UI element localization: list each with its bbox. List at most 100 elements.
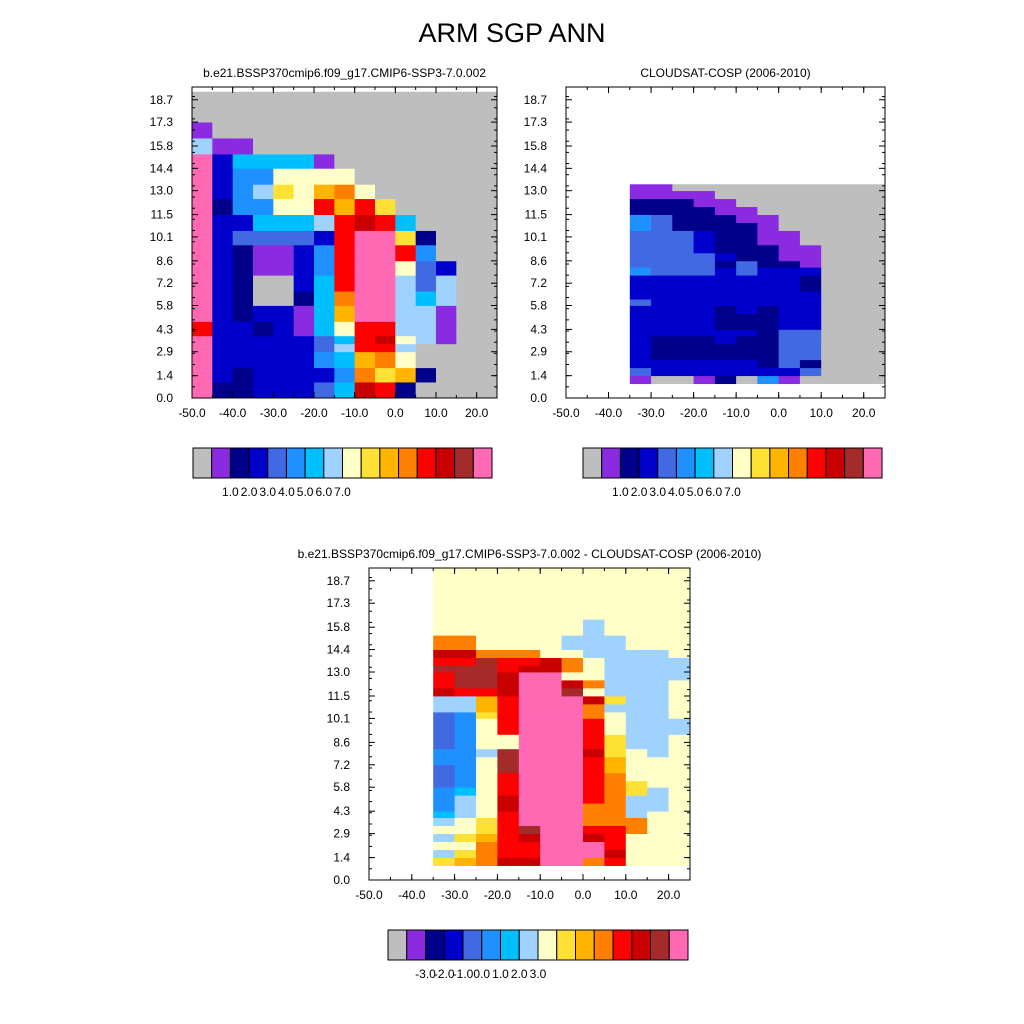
heatmap-cell bbox=[561, 833, 584, 842]
heatmap-cell bbox=[821, 236, 843, 246]
heatmap-cell bbox=[863, 214, 886, 223]
heatmap-cell bbox=[314, 107, 335, 123]
heatmap-cell bbox=[476, 260, 498, 276]
heatmap-cell bbox=[293, 198, 315, 215]
heatmap-cell bbox=[583, 825, 605, 834]
heatmap-cell bbox=[433, 849, 455, 858]
heatmap-cell bbox=[518, 680, 541, 689]
heatmap-cell bbox=[253, 184, 274, 200]
heatmap-cell bbox=[647, 803, 669, 812]
heatmap-cell bbox=[476, 138, 498, 155]
heatmap-cell bbox=[375, 244, 396, 262]
heatmap-cell bbox=[314, 153, 335, 169]
heatmap-cell bbox=[433, 696, 455, 705]
heatmap-cell bbox=[436, 305, 457, 322]
heatmap-cell bbox=[456, 184, 478, 200]
heatmap-cell bbox=[476, 275, 498, 292]
heatmap-cell bbox=[651, 244, 673, 254]
heatmap-cell bbox=[672, 305, 694, 314]
heatmap-cell bbox=[736, 236, 758, 246]
colorbar-box bbox=[668, 929, 689, 961]
heatmap-cell bbox=[212, 184, 234, 200]
heatmap-cell bbox=[778, 283, 801, 292]
heatmap-cell bbox=[518, 649, 541, 658]
heatmap-cell bbox=[395, 91, 417, 109]
heatmap-cell bbox=[192, 382, 213, 399]
heatmap-cell bbox=[497, 672, 520, 681]
heatmap-cell bbox=[821, 313, 843, 322]
heatmap-cell bbox=[647, 588, 669, 604]
heatmap-cell bbox=[433, 772, 455, 782]
heatmap-cell bbox=[821, 291, 843, 300]
heatmap-cell bbox=[714, 190, 737, 200]
heatmap-cell bbox=[433, 833, 455, 842]
heatmap-cell bbox=[476, 857, 498, 866]
heatmap-cell bbox=[212, 214, 234, 231]
heatmap-cell bbox=[476, 184, 498, 200]
heatmap-cell bbox=[518, 657, 541, 666]
heatmap-cell bbox=[395, 230, 417, 246]
heatmap-cell bbox=[668, 849, 691, 858]
heatmap-cell bbox=[604, 772, 627, 782]
heatmap-cell bbox=[518, 849, 541, 858]
x-tick-label: -50.0 bbox=[178, 406, 206, 420]
heatmap-cell bbox=[354, 168, 376, 185]
y-tick-label: 1.4 bbox=[156, 369, 173, 383]
heatmap-cell bbox=[651, 190, 673, 200]
heatmap-cell bbox=[540, 787, 562, 796]
heatmap-cell bbox=[625, 665, 648, 673]
heatmap-cell bbox=[693, 375, 716, 385]
heatmap-cell bbox=[693, 283, 716, 292]
colorbar-box bbox=[788, 447, 808, 479]
heatmap-cell bbox=[436, 138, 457, 155]
y-tick-label: 8.6 bbox=[530, 254, 547, 268]
heatmap-cell bbox=[375, 91, 396, 109]
heatmap-cell bbox=[334, 230, 356, 246]
heatmap-cell bbox=[540, 734, 562, 743]
heatmap-cell bbox=[842, 190, 865, 200]
x-tick-label: 10.0 bbox=[614, 888, 638, 902]
heatmap-cell bbox=[714, 230, 737, 238]
heatmap-cell bbox=[314, 214, 335, 231]
heatmap-cell bbox=[436, 335, 457, 345]
heatmap-cell bbox=[647, 742, 669, 750]
heatmap-cell bbox=[212, 321, 234, 337]
heatmap-cell bbox=[540, 688, 562, 697]
heatmap-cell bbox=[778, 359, 801, 369]
heatmap-cell bbox=[583, 704, 605, 713]
heatmap-cell bbox=[454, 635, 477, 650]
colorbar-label: -2.0 bbox=[434, 967, 455, 981]
heatmap-cell bbox=[454, 603, 477, 620]
heatmap-cell bbox=[651, 299, 673, 306]
heatmap-cell bbox=[583, 588, 605, 604]
heatmap-cell bbox=[651, 375, 673, 385]
heatmap-cell bbox=[354, 122, 376, 139]
heatmap-cell bbox=[433, 619, 455, 636]
heatmap-cell bbox=[647, 825, 669, 834]
heatmap-cell bbox=[456, 168, 478, 185]
heatmap-cell bbox=[799, 222, 822, 231]
heatmap-cell bbox=[334, 214, 356, 231]
heatmap-cell bbox=[778, 375, 801, 385]
heatmap-cell bbox=[476, 718, 498, 727]
panel-title: b.e21.BSSP370cmip6.f09_g17.CMIP6-SSP3-7.… bbox=[298, 547, 762, 561]
heatmap-cell bbox=[693, 230, 716, 238]
heatmap-cell bbox=[583, 734, 605, 743]
panel-title: b.e21.BSSP370cmip6.f09_g17.CMIP6-SSP3-7.… bbox=[203, 66, 486, 80]
heatmap-cell bbox=[253, 305, 274, 322]
heatmap-cell bbox=[273, 382, 295, 399]
heatmap-cell bbox=[736, 299, 758, 306]
heatmap-cell bbox=[672, 343, 694, 353]
heatmap-cell bbox=[476, 811, 498, 818]
heatmap-cell bbox=[314, 230, 335, 246]
heatmap-cell bbox=[693, 299, 716, 306]
heatmap-cell bbox=[212, 168, 234, 185]
heatmap-cell bbox=[583, 787, 605, 796]
heatmap-cell bbox=[433, 748, 455, 758]
heatmap-cell bbox=[454, 734, 477, 743]
x-tick-label: -40.0 bbox=[595, 406, 623, 420]
heatmap-cell bbox=[629, 184, 652, 192]
heatmap-cell bbox=[604, 588, 627, 604]
heatmap-cell bbox=[714, 214, 737, 223]
heatmap-cell bbox=[253, 382, 274, 399]
